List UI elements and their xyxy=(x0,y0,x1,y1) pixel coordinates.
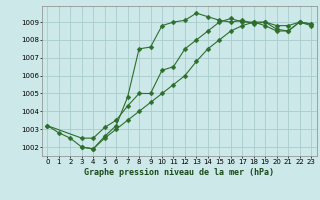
X-axis label: Graphe pression niveau de la mer (hPa): Graphe pression niveau de la mer (hPa) xyxy=(84,168,274,177)
